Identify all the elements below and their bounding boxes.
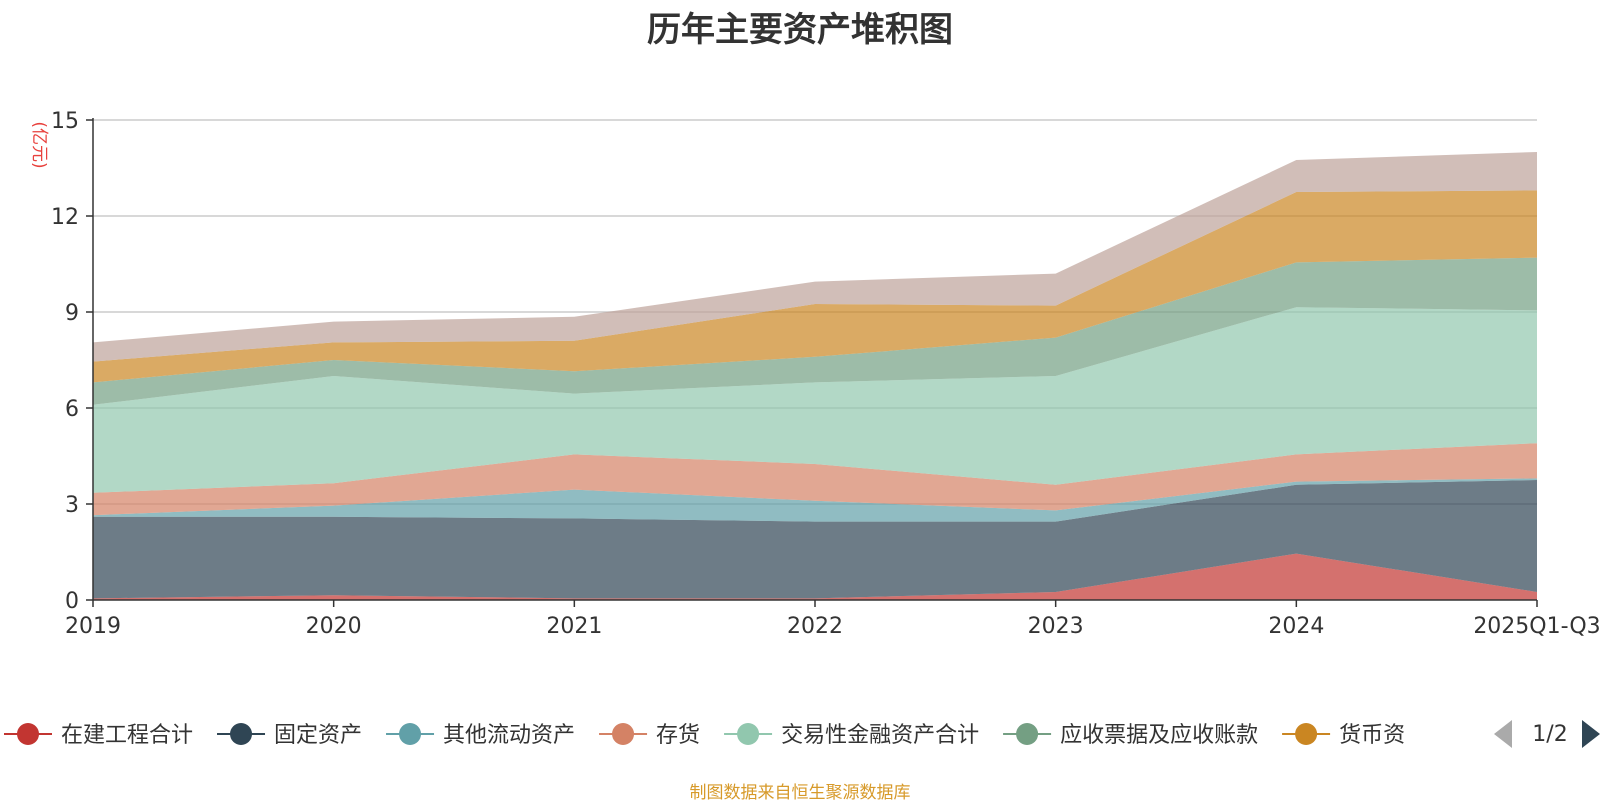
x-tick-label: 2023 [1028,614,1084,639]
legend-marker-icon [230,723,253,745]
y-axis-label: (亿元) [29,121,49,168]
y-tick-label: 9 [65,301,79,326]
legend-label: 交易性金融资产合计 [781,723,979,748]
legend-item[interactable]: 在建工程合计 [4,723,193,748]
area-存货[interactable] [93,443,1537,516]
x-tick-label: 2020 [306,614,362,639]
legend-marker-icon [1295,723,1318,745]
chart-title: 历年主要资产堆积图 [647,10,953,50]
x-tick-label: 2021 [546,614,602,639]
legend-pager: 1/2 [1494,720,1600,748]
legend-prev-icon[interactable] [1494,720,1512,748]
legend-label: 其他流动资产 [443,723,575,748]
y-tick-label: 6 [65,397,79,422]
legend-next-icon[interactable] [1582,720,1600,748]
legend-label: 应收票据及应收账款 [1060,723,1258,748]
legend-item[interactable]: 其他流动资产 [386,723,575,748]
x-tick-label: 2025Q1-Q3 [1473,614,1600,639]
axes: 0 3 6 9 12 15 2019 2020 2021 2022 2023 2024 2025Q1-Q… [51,109,1600,639]
area-其他[interactable] [93,152,1537,362]
legend-item[interactable]: 交易性金融资产合计 [724,723,979,748]
area-应收票据及应收账款[interactable] [93,257,1537,405]
area-在建工程合计[interactable] [93,553,1537,600]
y-tick-label: 0 [65,589,79,614]
y-tick-label: 15 [51,109,79,134]
legend-label: 货币资 [1339,723,1405,748]
legend-marker-icon [399,723,422,745]
legend-label: 在建工程合计 [61,723,193,748]
x-tick-label: 2019 [65,614,121,639]
legend-marker-icon [612,723,635,745]
legend-item[interactable]: 存货 [599,723,700,748]
y-tick-label: 3 [65,493,79,518]
x-tick-label: 2022 [787,614,843,639]
legend: 在建工程合计 固定资产 其他流动资产 存货 交易性金融资产合计 应收票据及应收账款 货币资 [4,723,1405,748]
legend-marker-icon [1016,723,1039,745]
area-交易性金融资产合计[interactable] [93,307,1537,493]
area-固定资产[interactable] [93,480,1537,599]
area-其他流动资产[interactable] [93,478,1537,522]
legend-label: 存货 [656,723,700,748]
legend-item[interactable]: 应收票据及应收账款 [1003,723,1258,748]
legend-page-indicator: 1/2 [1532,722,1567,747]
legend-item[interactable]: 货币资 [1282,723,1405,748]
source-note: 制图数据来自恒生聚源数据库 [689,783,911,803]
x-tick-label: 2024 [1268,614,1324,639]
legend-marker-icon [17,723,39,745]
area-series [93,152,1537,600]
legend-item[interactable]: 固定资产 [217,723,362,748]
legend-marker-icon [737,723,760,745]
area-货币资金[interactable] [93,190,1537,383]
legend-label: 固定资产 [274,723,362,748]
y-tick-label: 12 [51,205,79,230]
